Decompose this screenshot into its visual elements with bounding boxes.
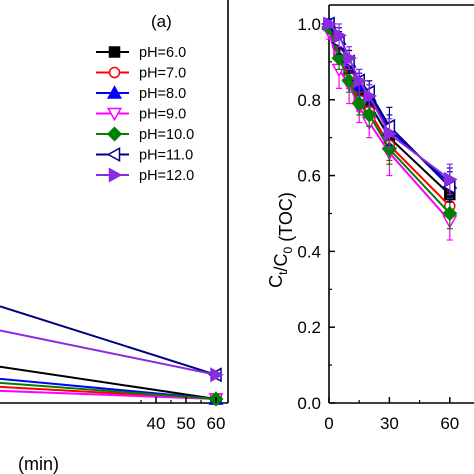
panel-a-x-tick-label: 50 bbox=[177, 414, 196, 433]
panel-b-y-tick-label: 0.4 bbox=[297, 242, 321, 261]
legend-label-ph-11-0: pH=11.0 bbox=[139, 148, 193, 164]
panel-a-line-ph-10-0 bbox=[0, 381, 217, 400]
y-label-subscript: t bbox=[276, 271, 290, 275]
panel-a-line-ph-11-0 bbox=[0, 305, 217, 376]
panel-b-y-tick-label: 0.0 bbox=[297, 394, 321, 413]
panel-a-line-ph-6-0 bbox=[0, 365, 217, 400]
legend-label-ph-10-0: pH=10.0 bbox=[139, 127, 194, 143]
legend-marker-ph-6-0 bbox=[108, 46, 121, 58]
legend-label-ph-8-0: pH=8.0 bbox=[139, 86, 186, 102]
legend-label-ph-6-0: pH=6.0 bbox=[139, 45, 186, 61]
panel-b-point-ph-12-0 bbox=[444, 171, 458, 187]
panel-b-point-ph-10-0 bbox=[361, 107, 377, 123]
panel-b-point-ph-12-0 bbox=[363, 88, 378, 104]
panel-a-line-ph-9-0 bbox=[0, 389, 217, 400]
panel-a-point-ph-12-0 bbox=[210, 367, 224, 383]
panel-b-y-tick-label: 0.8 bbox=[297, 91, 321, 110]
panel-a-label: (a) bbox=[151, 12, 172, 31]
legend-label-ph-7-0: pH=7.0 bbox=[139, 66, 186, 82]
panel-b-point-ph-10-0 bbox=[442, 205, 458, 222]
legend-label-ph-12-0: pH=12.0 bbox=[139, 168, 194, 184]
y-label-part: (TOC) bbox=[276, 192, 296, 247]
legend-marker-ph-8-0 bbox=[106, 85, 123, 99]
legend-marker-ph-11-0 bbox=[106, 146, 121, 163]
panel-b-point-ph-12-0 bbox=[333, 27, 347, 43]
panel-b-point-ph-12-0 bbox=[353, 73, 367, 89]
panel-b-point-ph-12-0 bbox=[343, 50, 357, 66]
y-label-subscript: 0 bbox=[281, 247, 295, 254]
legend-marker-ph-10-0 bbox=[106, 126, 123, 142]
legend-marker-ph-9-0 bbox=[106, 107, 123, 122]
legend-label-ph-9-0: pH=9.0 bbox=[139, 107, 186, 123]
panel-a-line-ph-12-0 bbox=[0, 329, 217, 376]
legend-marker-ph-7-0 bbox=[108, 66, 121, 79]
panel-b-y-tick-label: 0.6 bbox=[297, 167, 321, 186]
panel-b-y-tick-label: 1.0 bbox=[297, 15, 321, 34]
y-label-part: C bbox=[266, 275, 286, 288]
panel-a-x-label: (min) bbox=[18, 454, 59, 474]
panel-b-x-tick-label: 30 bbox=[380, 414, 399, 433]
panel-a-x-tick-label: 40 bbox=[147, 414, 166, 433]
panel-b-x-tick-label: 0 bbox=[324, 414, 333, 433]
panel-a-x-tick-label: 60 bbox=[207, 414, 226, 433]
panel-b-point-ph-12-0 bbox=[323, 16, 337, 32]
panel-b-x-tick-label: 60 bbox=[440, 414, 459, 433]
panel-b-y-label: Ct/C0 (TOC) bbox=[266, 192, 296, 288]
y-label-part: /C bbox=[271, 254, 291, 272]
legend-marker-ph-12-0 bbox=[108, 167, 123, 183]
panel-b-point-ph-12-0 bbox=[383, 126, 398, 142]
panel-a: 40 50 60 (min) (a) pH=6.0 pH=7.0 pH=8.0 pH=9.0 pH… bbox=[0, 0, 229, 474]
panel-b-y-tick-label: 0.2 bbox=[297, 318, 321, 337]
